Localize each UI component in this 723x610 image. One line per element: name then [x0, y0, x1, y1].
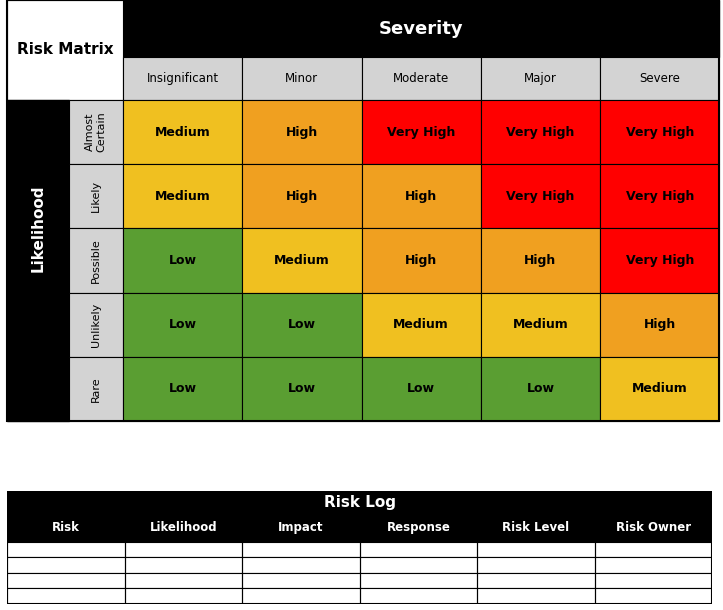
FancyBboxPatch shape: [362, 57, 481, 100]
Text: Rare: Rare: [91, 376, 100, 402]
Text: Insignificant: Insignificant: [147, 72, 218, 85]
Text: Risk Matrix: Risk Matrix: [17, 43, 114, 57]
FancyBboxPatch shape: [242, 164, 362, 228]
FancyBboxPatch shape: [7, 100, 69, 357]
FancyBboxPatch shape: [7, 573, 712, 589]
Text: Medium: Medium: [513, 318, 568, 331]
Text: Possible: Possible: [91, 238, 100, 283]
FancyBboxPatch shape: [600, 164, 719, 228]
Text: Risk Level: Risk Level: [502, 522, 570, 534]
Text: Likely: Likely: [91, 180, 100, 212]
FancyBboxPatch shape: [123, 57, 242, 100]
FancyBboxPatch shape: [600, 100, 719, 164]
FancyBboxPatch shape: [123, 293, 242, 357]
FancyBboxPatch shape: [600, 293, 719, 357]
FancyBboxPatch shape: [7, 491, 712, 542]
FancyBboxPatch shape: [123, 100, 242, 164]
Text: High: High: [286, 126, 318, 138]
FancyBboxPatch shape: [123, 228, 242, 293]
Text: Minor: Minor: [286, 72, 318, 85]
Text: Response: Response: [387, 522, 450, 534]
FancyBboxPatch shape: [362, 164, 481, 228]
FancyBboxPatch shape: [600, 357, 719, 421]
Text: Unlikely: Unlikely: [91, 303, 100, 347]
Text: Risk Log: Risk Log: [324, 495, 395, 510]
Text: Very High: Very High: [506, 126, 575, 138]
FancyBboxPatch shape: [69, 228, 123, 293]
FancyBboxPatch shape: [242, 228, 362, 293]
FancyBboxPatch shape: [242, 100, 362, 164]
FancyBboxPatch shape: [481, 228, 600, 293]
Text: High: High: [405, 190, 437, 203]
FancyBboxPatch shape: [123, 0, 719, 57]
FancyBboxPatch shape: [69, 0, 123, 100]
Text: Risk Owner: Risk Owner: [616, 522, 691, 534]
Text: Low: Low: [168, 382, 197, 395]
FancyBboxPatch shape: [242, 57, 362, 100]
Text: Medium: Medium: [155, 190, 210, 203]
Text: Low: Low: [288, 318, 316, 331]
Text: Very High: Very High: [506, 190, 575, 203]
FancyBboxPatch shape: [69, 100, 123, 164]
Text: High: High: [286, 190, 318, 203]
FancyBboxPatch shape: [123, 357, 242, 421]
FancyBboxPatch shape: [362, 293, 481, 357]
Text: Low: Low: [168, 318, 197, 331]
Text: Very High: Very High: [625, 190, 694, 203]
FancyBboxPatch shape: [600, 57, 719, 100]
Text: Risk: Risk: [52, 522, 80, 534]
Text: Likelihood: Likelihood: [150, 522, 218, 534]
FancyBboxPatch shape: [362, 357, 481, 421]
Text: Medium: Medium: [155, 126, 210, 138]
FancyBboxPatch shape: [7, 589, 712, 604]
Text: Moderate: Moderate: [393, 72, 449, 85]
FancyBboxPatch shape: [481, 357, 600, 421]
Text: High: High: [405, 254, 437, 267]
Text: Severity: Severity: [379, 20, 463, 38]
Text: Medium: Medium: [274, 254, 330, 267]
Text: Almost
Certain: Almost Certain: [85, 112, 106, 152]
Text: Impact: Impact: [278, 522, 324, 534]
Text: Medium: Medium: [632, 382, 688, 395]
FancyBboxPatch shape: [7, 542, 712, 558]
Text: Medium: Medium: [393, 318, 449, 331]
FancyBboxPatch shape: [69, 164, 123, 228]
Text: Severe: Severe: [639, 72, 680, 85]
Text: High: High: [643, 318, 676, 331]
Text: Low: Low: [168, 254, 197, 267]
Text: Low: Low: [288, 382, 316, 395]
FancyBboxPatch shape: [600, 228, 719, 293]
Text: Very High: Very High: [625, 254, 694, 267]
FancyBboxPatch shape: [7, 0, 123, 100]
FancyBboxPatch shape: [362, 228, 481, 293]
FancyBboxPatch shape: [123, 164, 242, 228]
FancyBboxPatch shape: [69, 357, 123, 421]
FancyBboxPatch shape: [7, 558, 712, 573]
Text: Very High: Very High: [387, 126, 455, 138]
Text: Likelihood: Likelihood: [30, 185, 46, 272]
Text: Low: Low: [526, 382, 555, 395]
FancyBboxPatch shape: [242, 357, 362, 421]
FancyBboxPatch shape: [481, 293, 600, 357]
FancyBboxPatch shape: [69, 293, 123, 357]
FancyBboxPatch shape: [7, 357, 69, 421]
Text: Low: Low: [407, 382, 435, 395]
Text: Major: Major: [524, 72, 557, 85]
Text: Very High: Very High: [625, 126, 694, 138]
FancyBboxPatch shape: [242, 293, 362, 357]
FancyBboxPatch shape: [362, 100, 481, 164]
FancyBboxPatch shape: [481, 100, 600, 164]
FancyBboxPatch shape: [481, 57, 600, 100]
FancyBboxPatch shape: [481, 164, 600, 228]
Text: High: High: [524, 254, 557, 267]
